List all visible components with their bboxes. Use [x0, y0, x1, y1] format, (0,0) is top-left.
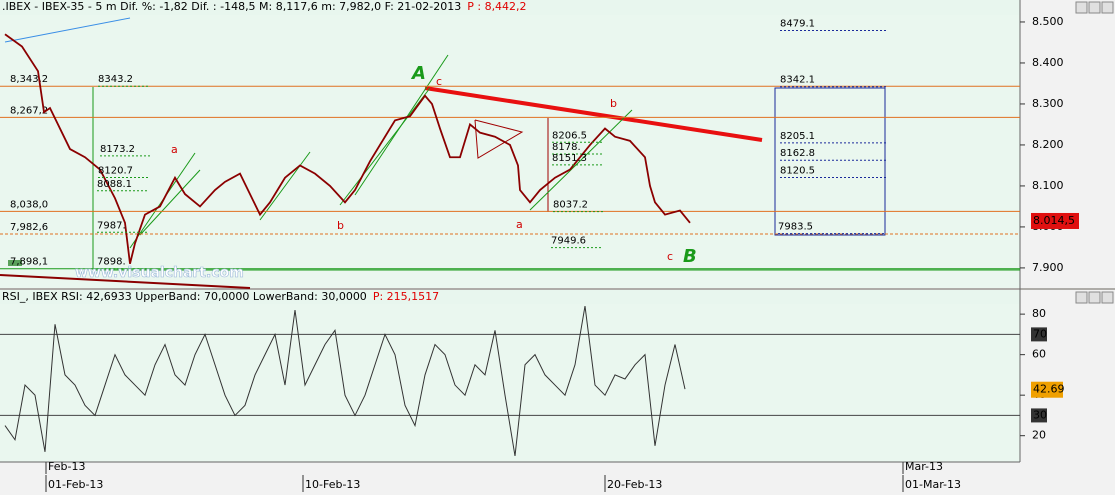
wave-label: A [410, 63, 426, 84]
rsi-header-bar [0, 290, 1020, 304]
y-tick-label: 80 [1032, 307, 1046, 320]
annotation: 8120.5 [780, 166, 815, 177]
x-tick-label: 01-Feb-13 [48, 478, 103, 491]
level-label: 7,982,6 [10, 222, 48, 233]
annotation: 7983.5 [778, 222, 813, 233]
button[interactable] [1101, 291, 1114, 304]
header-value: P : 8,442,2 [467, 0, 526, 13]
band-label: 30 [1033, 408, 1047, 421]
annotation: 7898. [97, 257, 126, 268]
x-tick-label: 10-Feb-13 [305, 478, 360, 491]
rsi-axis [1020, 290, 1115, 462]
annotation: 8342.1 [780, 75, 815, 86]
rsi-plot [0, 304, 1020, 462]
wave-label: c [436, 75, 442, 88]
series-line [4, 33, 691, 265]
drawings [0, 17, 1020, 289]
y-tick-label: 8.400 [1032, 56, 1064, 69]
price-axis [1020, 0, 1115, 288]
panel-header: RSI_, IBEX RSI: 42,6933 UpperBand: 70,00… [2, 290, 439, 303]
header-text: RSI_, IBEX RSI: 42,6933 UpperBand: 70,00… [2, 290, 367, 303]
button[interactable] [1101, 1, 1114, 14]
wave-label: c [667, 250, 673, 263]
annotation: 8343.2 [98, 74, 133, 85]
y-tick-label: 8.300 [1032, 97, 1064, 110]
y-tick-label: 20 [1032, 429, 1046, 442]
annotation: 8479.1 [780, 19, 815, 30]
button[interactable] [1075, 1, 1088, 14]
panel-header: .IBEX - IBEX-35 - 5 m Dif. %: -1,82 Dif.… [2, 0, 527, 13]
annotation: 8173.2 [100, 144, 135, 155]
channel-line [339, 87, 431, 206]
x-tick-label: 20-Feb-13 [607, 478, 662, 491]
window-buttons[interactable] [1075, 1, 1114, 304]
month-label: Feb-13 [48, 460, 85, 473]
trend-line [0, 274, 251, 289]
annotation: 8162.8 [780, 148, 815, 159]
channel-line [139, 169, 201, 236]
annotation: 8206.5 [552, 130, 587, 141]
y-tick-label: 8.100 [1032, 179, 1064, 192]
current-box [1031, 212, 1079, 229]
series-line [4, 305, 686, 457]
annotation: 7949.6 [551, 236, 586, 247]
level-label: 7,898,1 [10, 257, 48, 268]
wave-label: B [683, 246, 697, 267]
channel-line [259, 151, 311, 221]
level-label: 8,038,0 [10, 199, 48, 210]
y-tick-label: 8.200 [1032, 138, 1064, 151]
x-axis-area [0, 462, 1115, 495]
wave-label: a [171, 143, 178, 156]
x-tick-label: 01-Mar-13 [905, 478, 961, 491]
wave-label: b [337, 219, 344, 232]
channel-line [354, 54, 449, 196]
header-text: .IBEX - IBEX-35 - 5 m Dif. %: -1,82 Dif.… [2, 0, 461, 13]
level-label: 8,267,2 [10, 105, 48, 116]
triangle [474, 119, 524, 159]
icon [8, 260, 22, 266]
header-bar [0, 0, 1020, 15]
wave-label: b [610, 97, 617, 110]
y-tick-label: 8.500 [1032, 15, 1064, 28]
band-label: 70 [1033, 327, 1047, 340]
target-box [774, 87, 886, 236]
band-box [1031, 408, 1047, 423]
button[interactable] [1088, 1, 1101, 14]
current-box [1031, 381, 1063, 398]
annotation: 8088.1 [97, 179, 132, 190]
annotation: 8205.1 [780, 131, 815, 142]
annotation: 8178. [552, 142, 581, 153]
current-label: 8.014,5 [1033, 214, 1075, 227]
button[interactable] [1088, 291, 1101, 304]
annotation: 8037.2 [553, 200, 588, 211]
channel-line [529, 109, 633, 211]
current-label: 42.69 [1033, 383, 1065, 396]
watermark: www.visualchart.com [75, 265, 244, 281]
price-plot [0, 15, 1020, 288]
band-box [1031, 327, 1047, 342]
level-label: 8,343,2 [10, 74, 48, 85]
y-tick-label: 7.900 [1032, 261, 1064, 274]
month-label: Mar-13 [905, 460, 943, 473]
annotation: 8120.7 [98, 165, 133, 176]
wave-label: a [516, 218, 523, 231]
annotation: 8151.3 [552, 153, 587, 164]
trend-line [424, 86, 763, 142]
trend-line [4, 17, 131, 43]
button[interactable] [1075, 291, 1088, 304]
y-tick-label: 60 [1032, 348, 1046, 361]
annotation: 7987. [97, 220, 126, 231]
header-value: P: 215,1517 [373, 290, 439, 303]
